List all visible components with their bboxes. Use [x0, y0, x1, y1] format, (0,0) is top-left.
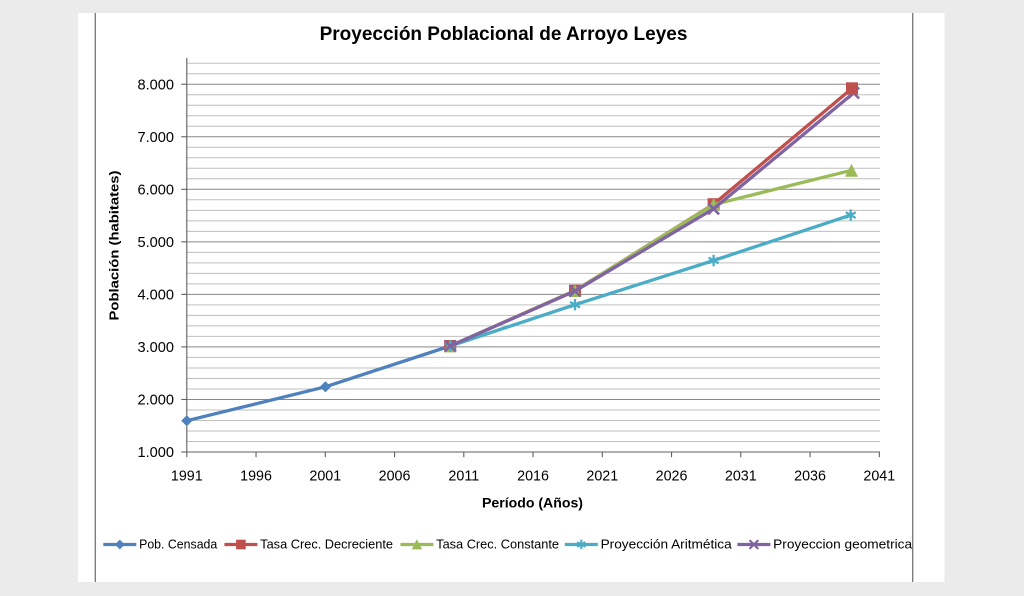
svg-text:2006: 2006: [379, 468, 411, 484]
svg-text:2016: 2016: [517, 468, 549, 484]
svg-text:8.000: 8.000: [137, 77, 174, 93]
svg-text:Período (Años): Período (Años): [482, 495, 583, 511]
svg-text:2031: 2031: [725, 468, 757, 484]
svg-text:Tasa Crec. Decreciente: Tasa Crec. Decreciente: [260, 537, 393, 551]
svg-text:1991: 1991: [171, 468, 203, 484]
svg-text:Proyeccion geometrica: Proyeccion geometrica: [773, 537, 912, 551]
svg-text:2036: 2036: [794, 468, 826, 484]
svg-text:Proyección Poblacional de Arro: Proyección Poblacional de Arroyo Leyes: [320, 24, 688, 45]
svg-text:2021: 2021: [586, 468, 618, 484]
svg-text:1996: 1996: [240, 468, 272, 484]
svg-text:Población (habitates): Población (habitates): [107, 171, 122, 321]
svg-text:2.000: 2.000: [137, 393, 174, 409]
svg-text:3.000: 3.000: [137, 340, 174, 356]
svg-text:5.000: 5.000: [137, 235, 174, 251]
svg-text:2011: 2011: [448, 468, 479, 484]
svg-text:Pob. Censada: Pob. Censada: [139, 537, 217, 551]
svg-text:7.000: 7.000: [137, 130, 174, 146]
svg-text:4.000: 4.000: [137, 288, 174, 304]
svg-text:2026: 2026: [656, 468, 688, 484]
svg-text:2041: 2041: [863, 468, 895, 484]
svg-text:Proyección Aritmética: Proyección Aritmética: [601, 537, 732, 551]
svg-text:1.000: 1.000: [137, 445, 174, 461]
svg-text:Tasa Crec. Constante: Tasa Crec. Constante: [436, 537, 559, 551]
svg-text:6.000: 6.000: [137, 183, 174, 199]
svg-text:2001: 2001: [309, 468, 341, 484]
